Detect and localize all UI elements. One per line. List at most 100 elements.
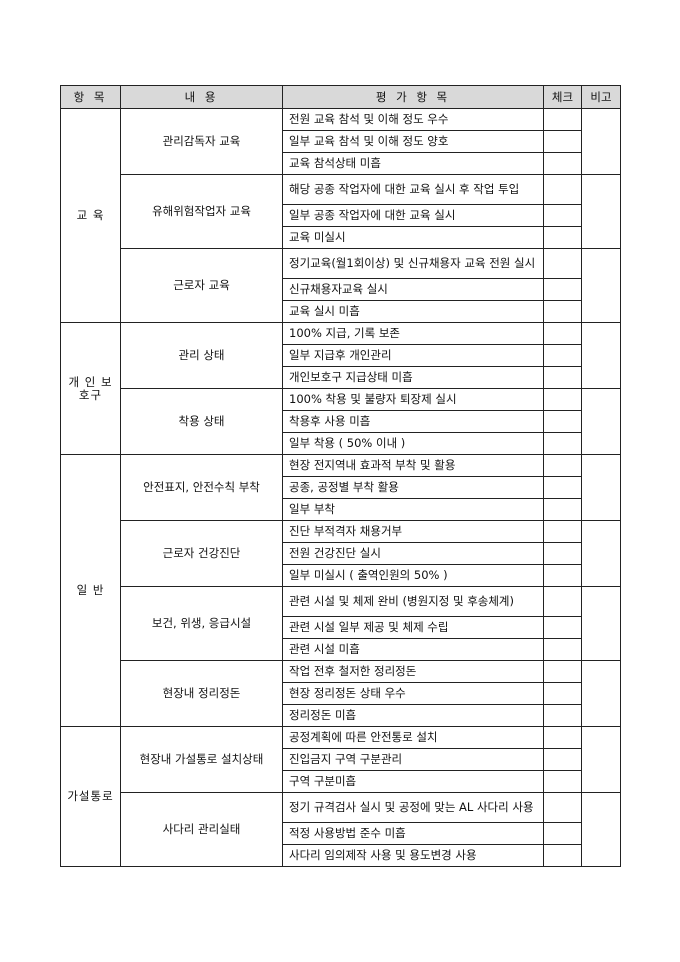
table-row: 착용 상태 100% 착용 및 불량자 퇴장제 실시 xyxy=(61,388,621,455)
note-cell[interactable] xyxy=(581,586,621,661)
content-cell: 근로자 교육 xyxy=(120,248,283,323)
evaluation-item: 일부 지급후 개인관리 xyxy=(282,344,544,367)
check-cell[interactable] xyxy=(543,344,582,367)
check-cell[interactable] xyxy=(543,726,582,749)
category-cell: 가설통로 xyxy=(60,726,121,867)
header-row: 항 목 내 용 평 가 항 목 체크 비고 xyxy=(60,85,621,109)
note-cell[interactable] xyxy=(581,520,621,587)
evaluation-item: 사다리 임의제작 사용 및 용도변경 사용 xyxy=(282,844,544,867)
evaluation-item: 교육 미실시 xyxy=(282,226,544,249)
check-cell[interactable] xyxy=(543,432,582,455)
table-row: 보건, 위생, 응급시설 관련 시설 및 체제 완비 (병원지정 및 후송체계) xyxy=(61,586,621,661)
table-row: 근로자 건강진단 진단 부적격자 채용거부 xyxy=(61,520,621,587)
check-cell[interactable] xyxy=(543,638,582,661)
check-cell[interactable] xyxy=(543,322,582,345)
check-cell[interactable] xyxy=(543,498,582,521)
check-cell[interactable] xyxy=(543,520,582,543)
check-cell[interactable] xyxy=(543,542,582,565)
note-cell[interactable] xyxy=(581,174,621,249)
evaluation-item: 일부 교육 참석 및 이해 정도 양호 xyxy=(282,130,544,153)
evaluation-item: 진입금지 구역 구분관리 xyxy=(282,748,544,771)
content-cell: 사다리 관리실태 xyxy=(120,792,283,867)
evaluation-item: 일부 미실시 ( 출역인원의 50% ) xyxy=(282,564,544,587)
check-cell[interactable] xyxy=(543,822,582,845)
evaluation-item: 정리정돈 미흡 xyxy=(282,704,544,727)
evaluation-item: 정기 규격검사 실시 및 공정에 맞는 AL 사다리 사용 xyxy=(282,792,544,823)
note-cell[interactable] xyxy=(581,248,621,323)
evaluation-item: 신규채용자교육 실시 xyxy=(282,278,544,301)
check-cell[interactable] xyxy=(543,226,582,249)
note-cell[interactable] xyxy=(581,454,621,521)
table-row: 착용후 사용 미흡 xyxy=(61,410,621,433)
table-row: 전원 건강진단 실시 xyxy=(61,542,621,565)
table-row: 근로자 교육 정기교육(월1회이상) 및 신규채용자 교육 전원 실시 xyxy=(61,248,621,323)
check-cell[interactable] xyxy=(543,300,582,323)
evaluation-item: 정기교육(월1회이상) 및 신규채용자 교육 전원 실시 xyxy=(282,248,544,279)
table-row: 교육 미실시 xyxy=(61,226,621,249)
note-cell[interactable] xyxy=(581,726,621,793)
check-cell[interactable] xyxy=(543,844,582,867)
evaluation-item: 교육 실시 미흡 xyxy=(282,300,544,323)
note-cell[interactable] xyxy=(581,108,621,175)
check-cell[interactable] xyxy=(543,278,582,301)
note-cell[interactable] xyxy=(581,388,621,455)
content-cell: 유해위험작업자 교육 xyxy=(120,174,283,249)
check-cell[interactable] xyxy=(543,564,582,587)
check-cell[interactable] xyxy=(543,174,582,205)
table-row: 가설통로 현장내 가설통로 설치상태 공정계획에 따른 안전통로 설치 xyxy=(60,726,621,867)
evaluation-item: 진단 부적격자 채용거부 xyxy=(282,520,544,543)
check-cell[interactable] xyxy=(543,660,582,683)
content-cell: 안전표지, 안전수칙 부착 xyxy=(120,454,283,521)
table-row: 현장내 정리정돈 작업 전후 철저한 정리정돈 xyxy=(61,660,621,727)
evaluation-item: 구역 구분미흡 xyxy=(282,770,544,793)
note-cell[interactable] xyxy=(581,792,621,867)
check-cell[interactable] xyxy=(543,454,582,477)
evaluation-table: 항 목 내 용 평 가 항 목 체크 비고 교 육 관리감독자 교육 전원 교육 참… xyxy=(60,85,621,867)
content-cell: 현장내 가설통로 설치상태 xyxy=(120,726,283,793)
content-cell: 착용 상태 xyxy=(120,388,283,455)
table-row: 공종, 공정별 부착 활용 xyxy=(61,476,621,499)
header-category: 항 목 xyxy=(60,85,121,109)
table-row: 사다리 관리실태 정기 규격검사 실시 및 공정에 맞는 AL 사다리 사용 xyxy=(61,792,621,867)
check-cell[interactable] xyxy=(543,130,582,153)
table-row: 구역 구분미흡 xyxy=(61,770,621,793)
header-note: 비고 xyxy=(581,85,621,109)
check-cell[interactable] xyxy=(543,792,582,823)
category-cell: 교 육 xyxy=(60,108,121,323)
check-cell[interactable] xyxy=(543,204,582,227)
table-row: 정리정돈 미흡 xyxy=(61,704,621,727)
note-cell[interactable] xyxy=(581,660,621,727)
check-cell[interactable] xyxy=(543,748,582,771)
evaluation-item: 작업 전후 철저한 정리정돈 xyxy=(282,660,544,683)
evaluation-item: 일부 공종 작업자에 대한 교육 실시 xyxy=(282,204,544,227)
content-cell: 보건, 위생, 응급시설 xyxy=(120,586,283,661)
evaluation-item: 현장 정리정돈 상태 우수 xyxy=(282,682,544,705)
evaluation-item: 관련 시설 일부 제공 및 체제 수립 xyxy=(282,616,544,639)
table-row: 신규채용자교육 실시 xyxy=(61,278,621,301)
table-row: 개인보호구 지급상태 미흡 xyxy=(61,366,621,389)
table-row: 교 육 관리감독자 교육 전원 교육 참석 및 이해 정도 우수 xyxy=(60,108,621,323)
check-cell[interactable] xyxy=(543,152,582,175)
evaluation-item: 착용후 사용 미흡 xyxy=(282,410,544,433)
check-cell[interactable] xyxy=(543,476,582,499)
check-cell[interactable] xyxy=(543,616,582,639)
check-cell[interactable] xyxy=(543,704,582,727)
evaluation-item: 일부 착용 ( 50% 이내 ) xyxy=(282,432,544,455)
note-cell[interactable] xyxy=(581,322,621,389)
header-content: 내 용 xyxy=(120,85,283,109)
check-cell[interactable] xyxy=(543,248,582,279)
check-cell[interactable] xyxy=(543,388,582,411)
check-cell[interactable] xyxy=(543,108,582,131)
table-row: 일부 부착 xyxy=(61,498,621,521)
check-cell[interactable] xyxy=(543,586,582,617)
evaluation-item: 100% 착용 및 불량자 퇴장제 실시 xyxy=(282,388,544,411)
evaluation-item: 교육 참석상태 미흡 xyxy=(282,152,544,175)
evaluation-item: 전원 건강진단 실시 xyxy=(282,542,544,565)
check-cell[interactable] xyxy=(543,770,582,793)
evaluation-item: 일부 부착 xyxy=(282,498,544,521)
check-cell[interactable] xyxy=(543,366,582,389)
check-cell[interactable] xyxy=(543,410,582,433)
check-cell[interactable] xyxy=(543,682,582,705)
category-cell: 일 반 xyxy=(60,454,121,727)
evaluation-item: 해당 공종 작업자에 대한 교육 실시 후 작업 투입 xyxy=(282,174,544,205)
